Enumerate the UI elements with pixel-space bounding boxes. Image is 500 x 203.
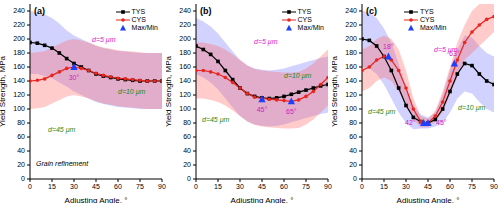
svg-text:40: 40 bbox=[17, 147, 25, 154]
svg-text:45°: 45° bbox=[257, 106, 268, 113]
svg-text:Yield Strength, MPa: Yield Strength, MPa bbox=[332, 56, 339, 127]
svg-text:15: 15 bbox=[48, 183, 56, 190]
svg-text:60: 60 bbox=[280, 183, 288, 190]
svg-text:0: 0 bbox=[28, 183, 32, 190]
svg-text:240: 240 bbox=[13, 7, 25, 14]
svg-text:60: 60 bbox=[114, 183, 122, 190]
svg-text:120: 120 bbox=[13, 91, 25, 98]
svg-text:90: 90 bbox=[490, 183, 492, 190]
svg-text:100: 100 bbox=[345, 105, 357, 112]
svg-text:45°: 45° bbox=[436, 119, 447, 126]
svg-text:40: 40 bbox=[183, 147, 191, 154]
svg-text:200: 200 bbox=[13, 35, 25, 42]
svg-text:45: 45 bbox=[424, 183, 432, 190]
svg-text:240: 240 bbox=[179, 7, 191, 14]
svg-text:45: 45 bbox=[92, 183, 100, 190]
svg-text:30: 30 bbox=[70, 183, 78, 190]
svg-text:15: 15 bbox=[214, 183, 222, 190]
svg-text:75: 75 bbox=[136, 183, 144, 190]
svg-text:0: 0 bbox=[360, 183, 364, 190]
svg-text:220: 220 bbox=[13, 21, 25, 28]
svg-text:75: 75 bbox=[302, 183, 310, 190]
svg-text:180: 180 bbox=[13, 49, 25, 56]
svg-text:0: 0 bbox=[187, 175, 191, 182]
svg-text:80: 80 bbox=[349, 119, 357, 126]
svg-text:20: 20 bbox=[17, 161, 25, 168]
svg-text:120: 120 bbox=[179, 91, 191, 98]
svg-text:100: 100 bbox=[179, 105, 191, 112]
svg-text:40: 40 bbox=[349, 147, 357, 154]
svg-text:180: 180 bbox=[345, 49, 357, 56]
svg-text:90: 90 bbox=[158, 183, 166, 190]
svg-text:30: 30 bbox=[236, 183, 244, 190]
svg-text:160: 160 bbox=[13, 63, 25, 70]
svg-text:0: 0 bbox=[353, 175, 357, 182]
svg-text:120: 120 bbox=[345, 91, 357, 98]
svg-text:20: 20 bbox=[183, 161, 191, 168]
svg-text:160: 160 bbox=[179, 63, 191, 70]
svg-text:20: 20 bbox=[349, 161, 357, 168]
svg-text:200: 200 bbox=[345, 35, 357, 42]
svg-text:Adjusting Angle, °: Adjusting Angle, ° bbox=[231, 196, 294, 203]
svg-text:18°: 18° bbox=[383, 43, 394, 50]
svg-text:160: 160 bbox=[345, 63, 357, 70]
svg-text:80: 80 bbox=[183, 119, 191, 126]
svg-text:60: 60 bbox=[446, 183, 454, 190]
svg-text:0: 0 bbox=[194, 183, 198, 190]
svg-text:90: 90 bbox=[324, 183, 332, 190]
svg-text:15: 15 bbox=[380, 183, 388, 190]
svg-text:140: 140 bbox=[179, 77, 191, 84]
svg-text:65°: 65° bbox=[286, 108, 297, 115]
svg-text:80: 80 bbox=[17, 119, 25, 126]
svg-text:Adjusting Angle, °: Adjusting Angle, ° bbox=[397, 196, 460, 203]
svg-text:30: 30 bbox=[402, 183, 410, 190]
svg-text:42°: 42° bbox=[405, 119, 416, 126]
svg-text:75: 75 bbox=[468, 183, 476, 190]
svg-text:30°: 30° bbox=[69, 74, 80, 81]
svg-text:220: 220 bbox=[179, 21, 191, 28]
svg-text:200: 200 bbox=[179, 35, 191, 42]
svg-text:0: 0 bbox=[21, 175, 25, 182]
svg-text:45: 45 bbox=[258, 183, 266, 190]
svg-text:140: 140 bbox=[13, 77, 25, 84]
svg-text:140: 140 bbox=[345, 77, 357, 84]
svg-text:100: 100 bbox=[13, 105, 25, 112]
svg-text:180: 180 bbox=[179, 49, 191, 56]
svg-text:60: 60 bbox=[349, 133, 357, 140]
svg-text:Adjusting Angle, °: Adjusting Angle, ° bbox=[65, 196, 128, 203]
svg-text:240: 240 bbox=[345, 7, 357, 14]
svg-text:Yield Strength, MPa: Yield Strength, MPa bbox=[166, 56, 173, 127]
svg-text:60: 60 bbox=[17, 133, 25, 140]
svg-text:220: 220 bbox=[345, 21, 357, 28]
svg-text:60: 60 bbox=[183, 133, 191, 140]
